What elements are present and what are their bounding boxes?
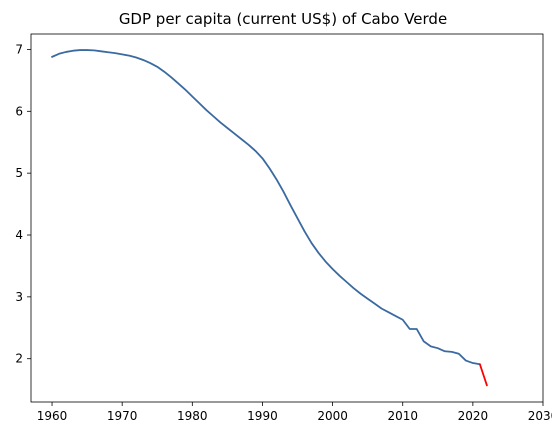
x-axis: 1960 1970 1980 1990 2000 2010 2020 2030 xyxy=(37,402,552,423)
y-tick-label: 5 xyxy=(15,166,23,180)
y-tick-label: 7 xyxy=(15,42,23,56)
plot-area xyxy=(30,33,544,403)
x-tick-label: 2000 xyxy=(317,409,348,423)
y-axis: 2 3 4 5 6 7 xyxy=(15,42,31,366)
x-tick-label: 1980 xyxy=(177,409,208,423)
chart-title: GDP per capita (current US$) of Cabo Ver… xyxy=(119,10,447,28)
x-tick-label: 1970 xyxy=(107,409,138,423)
series-line-historical xyxy=(51,49,481,366)
x-tick-label: 2020 xyxy=(458,409,489,423)
y-tick-label: 3 xyxy=(15,290,23,304)
plot-frame xyxy=(30,33,544,403)
series-line-recent xyxy=(478,363,488,387)
x-tick-label: 1960 xyxy=(37,409,68,423)
x-tick-label: 2010 xyxy=(387,409,418,423)
y-tick-label: 6 xyxy=(15,104,23,118)
y-tick-label: 4 xyxy=(15,228,23,242)
x-tick-label: 2030 xyxy=(528,409,552,423)
x-tick-label: 1990 xyxy=(247,409,278,423)
y-tick-label: 2 xyxy=(15,352,23,366)
series-lines xyxy=(51,49,488,387)
